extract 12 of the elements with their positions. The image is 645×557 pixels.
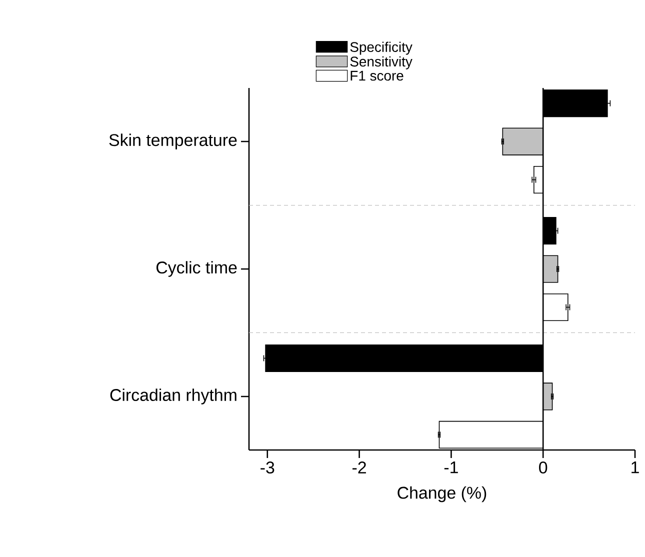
x-tick-label: 1 [632, 462, 639, 474]
y-tick-label: Circadian rhythm [110, 388, 236, 404]
x-tick-label: -1 [444, 462, 458, 474]
legend-label: F1 score [350, 70, 404, 81]
x-axis-title: Change (%) [398, 486, 486, 502]
legend-label: Specificity [350, 42, 412, 55]
legend-label: Sensitivity [350, 56, 412, 70]
y-tick-label: Skin temperature [109, 134, 237, 150]
x-tick-label: -3 [260, 462, 274, 474]
x-tick-label: -2 [352, 462, 366, 474]
y-tick-label: Cyclic time [156, 261, 237, 277]
x-tick-label: 0 [539, 462, 548, 474]
